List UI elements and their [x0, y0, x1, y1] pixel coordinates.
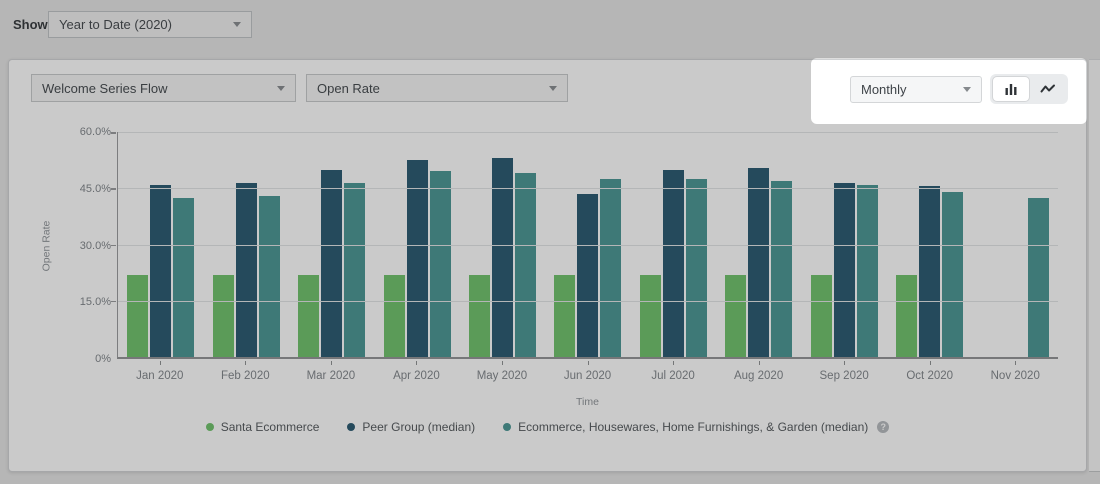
bar[interactable] [640, 275, 661, 358]
bar[interactable] [686, 179, 707, 357]
y-tick-label: 45.0% [80, 182, 111, 196]
bar[interactable] [173, 198, 194, 357]
chart-type-toggle [990, 74, 1068, 104]
bar[interactable] [127, 275, 148, 358]
bar[interactable] [919, 186, 940, 357]
bar[interactable] [896, 275, 917, 358]
adjacent-panel-edge [1089, 59, 1100, 472]
x-tick-label: Aug 2020 [716, 361, 802, 385]
bar-chart-icon [1003, 81, 1019, 97]
bar[interactable] [321, 170, 342, 358]
bar[interactable] [384, 275, 405, 358]
plot-area [117, 132, 1058, 359]
legend-item: Santa Ecommerce [206, 420, 320, 434]
period-dropdown-value: Year to Date (2020) [59, 17, 172, 32]
legend-swatch [503, 423, 511, 431]
gridline [118, 188, 1058, 189]
flow-dropdown-value: Welcome Series Flow [42, 81, 167, 96]
bar[interactable] [554, 275, 575, 358]
x-tick-label: Jul 2020 [630, 361, 716, 385]
line-chart-icon [1040, 81, 1056, 97]
metric-dropdown[interactable]: Open Rate [306, 74, 568, 102]
interval-dropdown-value: Monthly [861, 82, 907, 97]
gridline [118, 132, 1058, 133]
chevron-down-icon [549, 86, 557, 91]
x-tick-label: May 2020 [459, 361, 545, 385]
bar[interactable] [577, 194, 598, 357]
y-tick-label: 30.0% [80, 239, 111, 253]
interval-dropdown[interactable]: Monthly [850, 76, 982, 103]
chevron-down-icon [233, 22, 241, 27]
x-tick-label: Apr 2020 [374, 361, 460, 385]
y-tick-label: 0% [95, 352, 111, 366]
bar[interactable] [811, 275, 832, 358]
bar[interactable] [663, 170, 684, 358]
metric-dropdown-value: Open Rate [317, 81, 380, 96]
legend-item: Peer Group (median) [347, 420, 475, 434]
bar[interactable] [834, 183, 855, 357]
x-axis-title: Time [117, 396, 1058, 408]
x-tick-label: Nov 2020 [972, 361, 1058, 385]
line-chart-toggle-button[interactable] [1030, 76, 1066, 102]
bar[interactable] [857, 185, 878, 358]
chevron-down-icon [963, 87, 971, 92]
bar[interactable] [725, 275, 746, 358]
bar[interactable] [600, 179, 621, 357]
y-tick-label: 60.0% [80, 125, 111, 139]
bar[interactable] [298, 275, 319, 358]
show-label: Show: [13, 17, 52, 32]
gridline [118, 301, 1058, 302]
chevron-down-icon [277, 86, 285, 91]
bar[interactable] [236, 183, 257, 357]
x-axis-labels: Jan 2020Feb 2020Mar 2020Apr 2020May 2020… [117, 361, 1058, 385]
benchmarks-chart-card: Welcome Series Flow Open Rate Monthly Op… [8, 59, 1087, 472]
bar-chart-toggle-button[interactable] [992, 76, 1030, 102]
legend-swatch [347, 423, 355, 431]
y-tick-label: 15.0% [80, 295, 111, 309]
bar[interactable] [748, 168, 769, 357]
bar[interactable] [771, 181, 792, 357]
x-tick-label: Jan 2020 [117, 361, 203, 385]
y-axis-tick-labels: 0%15.0%30.0%45.0%60.0% [49, 132, 111, 359]
x-tick-label: Mar 2020 [288, 361, 374, 385]
bar[interactable] [942, 192, 963, 357]
gridline [118, 245, 1058, 246]
bar[interactable] [407, 160, 428, 357]
bar[interactable] [344, 183, 365, 357]
bar[interactable] [469, 275, 490, 358]
legend-swatch [206, 423, 214, 431]
flow-dropdown[interactable]: Welcome Series Flow [31, 74, 296, 102]
x-tick-label: Sep 2020 [801, 361, 887, 385]
bar[interactable] [259, 196, 280, 357]
bar[interactable] [515, 173, 536, 357]
help-icon[interactable]: ? [877, 421, 889, 433]
bar[interactable] [150, 185, 171, 358]
chart-legend: Santa Ecommerce Peer Group (median) Ecomme… [9, 420, 1086, 434]
legend-item: Ecommerce, Housewares, Home Furnishings,… [503, 420, 889, 434]
bar[interactable] [1028, 198, 1049, 357]
x-tick-label: Oct 2020 [887, 361, 973, 385]
legend-label: Santa Ecommerce [221, 420, 320, 434]
bar[interactable] [213, 275, 234, 358]
x-tick-label: Feb 2020 [203, 361, 289, 385]
bar[interactable] [430, 171, 451, 357]
legend-label: Peer Group (median) [362, 420, 475, 434]
x-tick-label: Jun 2020 [545, 361, 631, 385]
legend-label: Ecommerce, Housewares, Home Furnishings,… [518, 420, 868, 434]
period-dropdown[interactable]: Year to Date (2020) [48, 11, 252, 38]
